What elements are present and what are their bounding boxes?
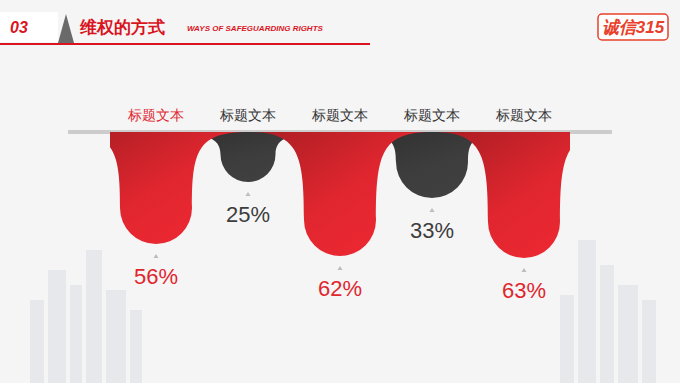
svg-text:WAYS OF SAFEGUARDING RIGHTS: WAYS OF SAFEGUARDING RIGHTS [187,24,324,33]
svg-text:标题文本: 标题文本 [311,107,368,123]
svg-text:诚信315: 诚信315 [602,18,665,37]
svg-text:标题文本: 标题文本 [219,107,276,123]
svg-text:标题文本: 标题文本 [495,107,552,123]
svg-text:56%: 56% [134,264,178,289]
svg-text:标题文本: 标题文本 [403,107,460,123]
svg-text:33%: 33% [410,218,454,243]
svg-text:63%: 63% [502,278,546,303]
svg-text:03: 03 [10,19,28,36]
svg-text:62%: 62% [318,276,362,301]
svg-text:25%: 25% [226,202,270,227]
svg-text:维权的方式: 维权的方式 [79,18,165,37]
svg-text:标题文本: 标题文本 [127,107,184,123]
